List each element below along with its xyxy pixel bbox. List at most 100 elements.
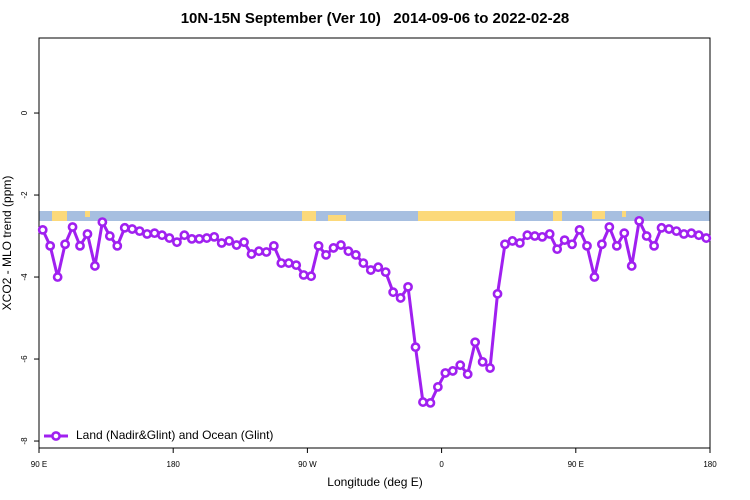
data-point <box>529 231 540 241</box>
data-point <box>462 369 473 380</box>
data-point <box>664 224 674 234</box>
x-tick-label: 180 <box>703 460 717 469</box>
data-point <box>552 244 563 255</box>
data-point <box>701 233 712 243</box>
data-point <box>477 356 488 367</box>
data-point <box>567 239 577 250</box>
data-point <box>350 249 361 260</box>
data-point <box>209 231 220 242</box>
data-point <box>291 260 302 271</box>
data-point <box>686 228 697 239</box>
data-point <box>172 237 182 248</box>
data-point <box>90 261 100 271</box>
land-patch <box>622 211 626 217</box>
data-point <box>82 229 93 239</box>
land-patch <box>553 211 562 221</box>
data-point <box>589 272 600 282</box>
data-point <box>544 229 555 239</box>
data-point <box>507 236 518 246</box>
legend-label: Land (Nadir&Glint) and Ocean (Glint) <box>76 428 273 442</box>
y-tick-label: -2 <box>20 191 29 199</box>
data-point <box>634 215 645 226</box>
series-line <box>41 216 707 405</box>
land-ocean-band <box>39 211 710 221</box>
data-point <box>104 231 115 241</box>
data-point <box>239 237 249 248</box>
ocean-band <box>39 211 710 221</box>
data-point <box>619 228 630 239</box>
data-point <box>388 287 399 298</box>
data-point <box>500 239 510 250</box>
data-point <box>679 229 689 239</box>
data-point <box>194 233 205 244</box>
x-tick-label: 90 E <box>31 460 47 469</box>
y-tick-label: -8 <box>20 437 29 445</box>
data-point <box>559 235 570 246</box>
data-point <box>492 288 503 299</box>
data-point <box>455 360 466 371</box>
data-point <box>656 222 667 233</box>
data-point <box>261 247 272 257</box>
data-point <box>45 240 56 251</box>
data-point <box>403 281 413 292</box>
data-point <box>67 222 78 232</box>
land-patch <box>592 211 605 219</box>
data-point <box>440 368 451 378</box>
data-point <box>611 240 622 251</box>
data-point <box>336 240 346 250</box>
plot-frame <box>38 37 711 449</box>
data-point <box>604 222 615 232</box>
data-point <box>671 226 682 237</box>
data-point <box>410 342 421 353</box>
land-patch <box>328 215 346 221</box>
y-tick-label: -6 <box>20 355 29 363</box>
data-point <box>112 240 123 251</box>
y-tick-label: 0 <box>20 110 29 115</box>
data-point <box>60 239 70 250</box>
data-point <box>298 270 309 280</box>
x-tick-label: 0 <box>439 460 444 469</box>
data-point <box>283 258 294 268</box>
data-point <box>179 230 190 241</box>
data-point <box>306 271 317 282</box>
x-tick-label: 180 <box>167 460 181 469</box>
data-point <box>537 231 548 242</box>
data-point <box>313 240 324 251</box>
data-point <box>365 265 376 275</box>
data-point <box>693 230 704 241</box>
data-point <box>514 238 525 248</box>
data-point <box>432 382 443 392</box>
data-point <box>447 366 458 376</box>
land-patch <box>85 211 90 217</box>
legend-marker <box>51 431 61 441</box>
x-tick-label: 90 E <box>568 460 584 469</box>
x-axis-label: Longitude (deg E) <box>327 475 422 489</box>
data-point <box>373 262 384 273</box>
data-point <box>254 246 264 257</box>
data-point <box>201 233 212 243</box>
data-point <box>216 238 227 248</box>
data-point <box>186 233 197 244</box>
data-point <box>276 258 287 268</box>
data-point <box>380 267 391 278</box>
data-point <box>142 229 153 239</box>
y-axis-label: XCO2 - MLO trend (ppm) <box>0 176 14 311</box>
data-point <box>37 224 48 235</box>
data-point <box>246 249 257 259</box>
data-point <box>485 363 495 373</box>
data-point <box>75 240 85 251</box>
data-point <box>596 239 607 250</box>
data-point <box>358 258 369 268</box>
data-point <box>157 230 167 241</box>
data-point <box>149 228 160 239</box>
data-point <box>321 249 331 260</box>
data-point <box>127 224 138 234</box>
data-point <box>641 231 652 241</box>
chart-title: 10N-15N September (Ver 10) 2014-09-06 to… <box>181 10 570 27</box>
data-point <box>224 236 235 246</box>
land-patch <box>418 211 515 221</box>
land-patch <box>52 211 67 221</box>
data-point <box>395 293 406 303</box>
data-point <box>574 224 585 235</box>
